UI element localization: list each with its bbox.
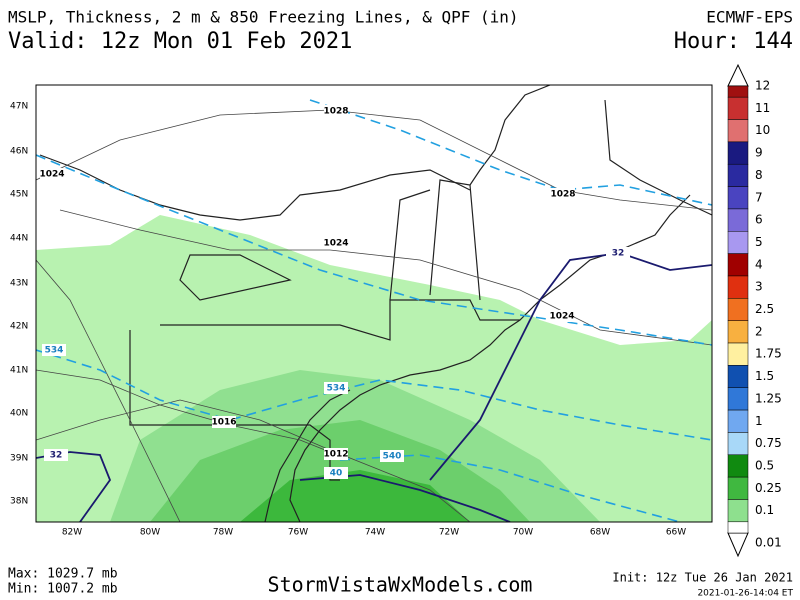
colorbar-label: 0.1 xyxy=(755,503,774,517)
lon-label: 66W xyxy=(666,528,686,538)
colorbar-label: 6 xyxy=(755,213,763,227)
colorbar-swatch xyxy=(727,521,749,534)
colorbar-swatch xyxy=(727,231,749,254)
lat-label: 42N xyxy=(10,322,28,332)
contour-label-bg xyxy=(324,448,348,460)
colorbar-label: 4 xyxy=(755,257,763,271)
contour-label: 1024 xyxy=(323,239,348,249)
lon-label: 80W xyxy=(140,528,160,538)
lon-label: 82W xyxy=(62,528,82,538)
colorbar-swatch xyxy=(727,163,749,187)
colorbar-label: 7 xyxy=(755,190,763,204)
colorbar-label: 3 xyxy=(755,280,763,294)
contour-label-bg xyxy=(324,382,348,394)
colorbar-label: 8 xyxy=(755,168,763,182)
contour-label-bg xyxy=(380,450,404,462)
contour-label-bg xyxy=(42,344,66,356)
colorbar-label: 0.25 xyxy=(755,481,782,495)
lon-label: 72W xyxy=(439,528,459,538)
colorbar-label: 0.01 xyxy=(755,536,782,550)
title: MSLP, Thickness, 2 m & 850 Freezing Line… xyxy=(8,8,519,27)
lon-label: 78W xyxy=(213,528,233,538)
colorbar-label: 5 xyxy=(755,235,763,249)
site: StormVistaWxModels.com xyxy=(268,573,533,597)
contour-label: 40 xyxy=(330,469,343,479)
map-frame xyxy=(35,84,713,523)
colorbar-swatch xyxy=(727,454,749,478)
colorbar-label: 2.5 xyxy=(755,302,774,316)
contour-label: 1028 xyxy=(323,107,348,117)
colorbar-label: 1.75 xyxy=(755,347,782,361)
colorbar-swatch xyxy=(727,365,749,388)
colorbar-swatch xyxy=(727,342,749,366)
contour-label-bg xyxy=(324,237,348,249)
colorbar-label: 12 xyxy=(755,79,770,93)
colorbar-swatch xyxy=(727,499,749,523)
lat-label: 45N xyxy=(10,190,28,200)
lat-label: 38N xyxy=(10,497,28,507)
colorbar-swatch xyxy=(727,208,749,232)
contour-label: 534 xyxy=(327,384,346,394)
lat-label: 47N xyxy=(10,102,28,112)
colorbar-label: 0.75 xyxy=(755,436,782,450)
colorbar-swatch xyxy=(727,320,749,344)
contour-label: 1024 xyxy=(549,312,574,322)
contour-label-bg xyxy=(324,467,348,479)
colorbar-swatch xyxy=(727,298,749,321)
valid-time: Valid: 12z Mon 01 Feb 2021 xyxy=(8,29,352,54)
colorbar-label: 1.25 xyxy=(755,391,782,405)
colorbar-swatch xyxy=(727,119,749,143)
lat-label: 41N xyxy=(10,366,28,376)
contour-label: 540 xyxy=(383,452,402,462)
contour-label-bg xyxy=(550,310,574,322)
colorbar-swatch xyxy=(727,141,749,165)
colorbar-label: 2 xyxy=(755,324,763,338)
colorbar-swatch xyxy=(727,253,749,277)
colorbar-swatch xyxy=(727,409,749,433)
forecast-hour: Hour: 144 xyxy=(674,29,793,54)
max-pressure: Max: 1029.7 mb xyxy=(8,567,118,582)
contour-label: 1016 xyxy=(211,418,236,428)
colorbar-swatch xyxy=(727,387,749,411)
contour-label-bg xyxy=(40,168,64,180)
colorbar-label: 11 xyxy=(755,101,770,115)
lon-label: 74W xyxy=(365,528,385,538)
lon-label: 68W xyxy=(590,528,610,538)
contour-label-bg xyxy=(551,188,575,200)
contour-label: 1012 xyxy=(323,450,348,460)
colorbar-label: 1 xyxy=(755,414,763,428)
colorbar-label: 1.5 xyxy=(755,369,774,383)
contour-label-bg xyxy=(212,416,236,428)
contour-label-bg xyxy=(324,105,348,117)
lon-label: 70W xyxy=(513,528,533,538)
contour-label: 32 xyxy=(612,249,625,259)
min-pressure: Min: 1007.2 mb xyxy=(8,582,118,597)
colorbar-swatch xyxy=(727,432,749,456)
model: ECMWF-EPS xyxy=(706,8,793,27)
timestamp: 2021-01-26-14:04 ET xyxy=(697,589,793,599)
lat-label: 39N xyxy=(10,454,28,464)
contour-label: 534 xyxy=(45,346,64,356)
colorbar-swatch xyxy=(727,476,749,500)
lat-label: 43N xyxy=(10,279,28,289)
colorbar-label: 10 xyxy=(755,123,770,137)
lon-label: 76W xyxy=(288,528,308,538)
lat-label: 40N xyxy=(10,409,28,419)
contour-label: 32 xyxy=(50,451,63,461)
map xyxy=(36,85,712,522)
contour-label: 1028 xyxy=(550,190,575,200)
colorbar-label: 9 xyxy=(755,146,763,160)
contour-label-bg xyxy=(606,247,630,259)
init-time: Init: 12z Tue 26 Jan 2021 xyxy=(612,571,793,585)
lat-label: 44N xyxy=(10,234,28,244)
contour-label: 1024 xyxy=(39,170,64,180)
colorbar-swatch xyxy=(727,186,749,210)
colorbar-swatch xyxy=(727,96,749,120)
colorbar-swatch xyxy=(727,275,749,299)
colorbar-swatch xyxy=(727,85,749,98)
contour-label-bg xyxy=(44,449,68,461)
colorbar-label: 0.5 xyxy=(755,458,774,472)
lat-label: 46N xyxy=(10,147,28,157)
